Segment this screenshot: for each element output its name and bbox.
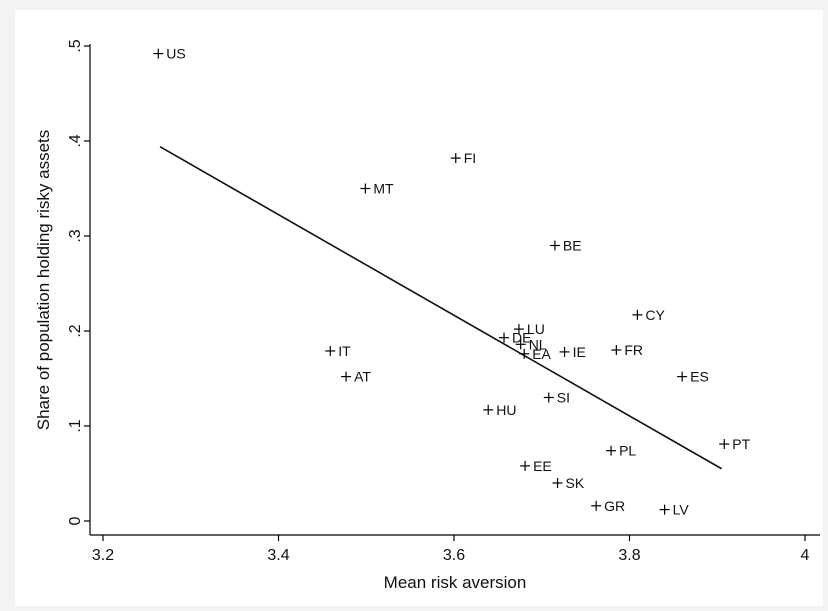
point-label: EA (532, 346, 551, 362)
point-label: BE (563, 238, 582, 254)
data-point-fr: FR (611, 342, 643, 358)
scatter-chart: 0 .1 .2 .3 .4 .5 3.2 3.4 3.6 3.8 4 US FI MT BE CY LUDEN… (34, 39, 820, 592)
point-label: CY (645, 307, 665, 323)
x-axis-label: Mean risk aversion (384, 573, 527, 592)
point-label: LU (527, 321, 545, 337)
point-label: GR (604, 498, 625, 514)
x-tick-label: 3.8 (618, 547, 640, 564)
point-label: SK (566, 475, 585, 491)
data-point-pl: PL (606, 443, 636, 459)
data-point-fi: FI (450, 150, 476, 166)
y-tick-label: .2 (67, 324, 84, 337)
data-point-ee: EE (520, 458, 552, 474)
data-point-mt: MT (360, 181, 394, 197)
data-point-sk: SK (552, 475, 585, 491)
data-point-si: SI (543, 390, 570, 406)
y-tick-label: 0 (67, 516, 84, 525)
point-label: PL (619, 443, 636, 459)
point-label: EE (533, 458, 552, 474)
point-label: PT (732, 436, 750, 452)
y-tick-label: .5 (67, 39, 84, 52)
chart-frame: 0 .1 .2 .3 .4 .5 3.2 3.4 3.6 3.8 4 US FI MT BE CY LU DE N… (15, 10, 823, 606)
point-label: SI (557, 390, 570, 406)
x-tick-label: 4 (801, 547, 810, 564)
point-label: FR (624, 342, 643, 358)
fit-line (159, 146, 723, 470)
data-point-es: ES (677, 369, 709, 385)
point-label: FI (464, 150, 476, 166)
data-point-hu: HU (483, 402, 516, 418)
axes (84, 44, 820, 541)
data-point-us: US (153, 46, 186, 62)
point-label: ES (690, 369, 709, 385)
y-tick-label: .1 (67, 419, 84, 432)
point-label: AT (354, 369, 371, 385)
data-point-at: AT (341, 369, 371, 385)
point-label: MT (373, 181, 394, 197)
point-label: NL (529, 336, 547, 352)
point-label: IE (573, 344, 586, 360)
y-tick-label: .3 (67, 229, 84, 242)
data-point-pt: PT (719, 436, 751, 452)
data-point-gr: GR (591, 498, 625, 514)
data-point-nl: NL (515, 336, 547, 352)
data-point-cy: CY (632, 307, 666, 323)
point-label: US (166, 46, 185, 62)
point-label: IT (338, 343, 351, 359)
data-point-ie: IE (559, 344, 586, 360)
point-label: DE (512, 330, 531, 346)
x-tick-label: 3.6 (443, 547, 465, 564)
data-point-it: IT (325, 343, 351, 359)
y-tick-label: .4 (67, 134, 84, 147)
point-label: LV (673, 502, 690, 518)
point-label: HU (496, 402, 516, 418)
data-point-de: DE (499, 330, 531, 346)
tick-labels: 0 .1 .2 .3 .4 .5 3.2 3.4 3.6 3.8 4 (67, 39, 810, 564)
data-point-ea: EA (519, 346, 552, 362)
x-tick-label: 3.4 (267, 547, 289, 564)
fit-line-layer (159, 146, 723, 470)
data-point-be: BE (549, 238, 582, 254)
data-point-lv: LV (659, 502, 690, 518)
y-axis-label: Share of population holding risky assets (34, 130, 53, 431)
data-point-lu: LU (513, 321, 545, 337)
x-tick-label: 3.2 (92, 547, 114, 564)
